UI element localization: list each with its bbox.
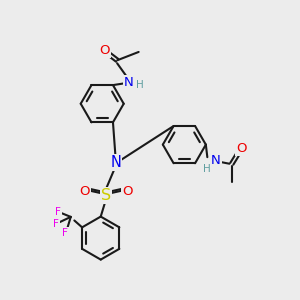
Text: H: H [203,164,211,173]
Text: N: N [110,155,121,170]
Text: F: F [53,219,59,230]
Text: H: H [136,80,144,90]
Text: O: O [99,44,110,57]
Text: N: N [124,76,134,89]
Text: F: F [62,228,68,238]
Text: N: N [211,154,220,167]
Text: S: S [101,188,111,203]
Text: O: O [79,185,90,198]
Text: O: O [236,142,247,155]
Text: F: F [55,206,61,217]
Text: O: O [122,185,133,198]
